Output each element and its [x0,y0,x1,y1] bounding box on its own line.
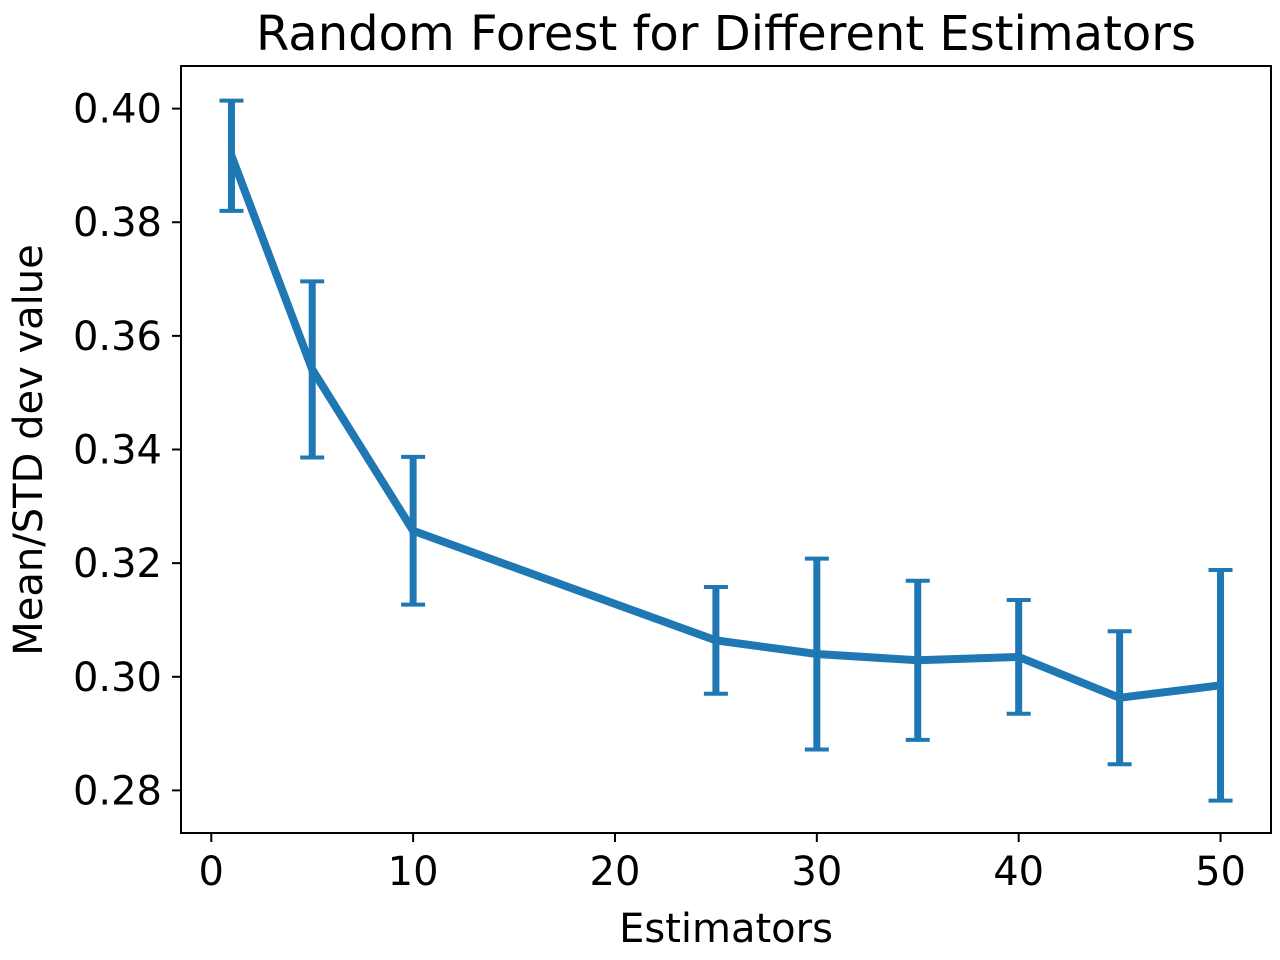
y-tick-label: 0.28 [73,768,162,814]
y-tick-label: 0.36 [73,314,162,360]
x-tick-label: 20 [590,849,641,895]
x-axis-label: Estimators [619,906,833,952]
y-axis-label: Mean/STD dev value [6,244,52,655]
x-tick-label: 40 [993,849,1044,895]
x-tick-label: 10 [388,849,439,895]
plot-frame [180,65,1272,834]
y-tick-label: 0.30 [73,655,162,701]
chart-title: Random Forest for Different Estimators [256,6,1196,62]
y-tick-label: 0.40 [73,87,162,133]
x-tick-label: 50 [1195,849,1246,895]
x-tick-label: 30 [791,849,842,895]
y-tick-label: 0.34 [73,428,162,474]
series-line [227,154,1221,702]
plot-area: 0 10 20 30 40 50 0.28 0.30 0.32 0.34 0.36 0.38 0.40 [73,65,1272,895]
x-tick-label: 0 [199,849,224,895]
y-tick-label: 0.32 [73,541,162,587]
y-tick-label: 0.38 [73,200,162,246]
